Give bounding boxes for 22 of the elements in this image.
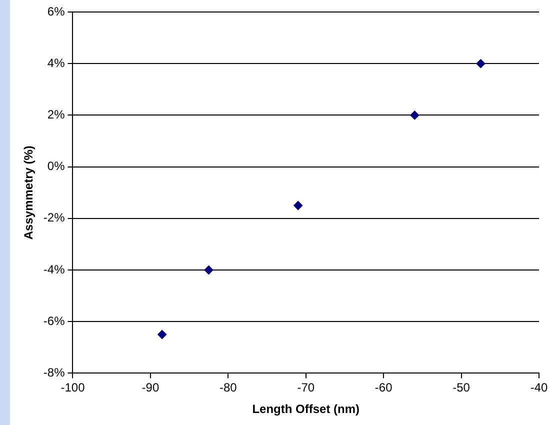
y-tick-label: 0% [47, 159, 66, 174]
x-tick-label: -50 [452, 380, 470, 395]
point [204, 266, 214, 274]
x-tick-label: -70 [297, 380, 315, 395]
point [476, 59, 486, 68]
y-tick-label: -4% [43, 262, 66, 276]
y-tick-label: 2% [47, 108, 66, 122]
x-tick-label: -90 [142, 380, 160, 395]
y-tick-label: -2% [43, 210, 66, 225]
y-tick-label: -6% [43, 314, 66, 328]
point [158, 330, 167, 339]
point [294, 201, 303, 210]
y-axis-title: Assymmetry (%) [22, 146, 36, 240]
x-tick-label: -60 [374, 380, 393, 395]
x-tick-label: -40 [530, 380, 548, 395]
x-tick-label: -80 [219, 380, 238, 395]
y-tick-label: -8% [43, 366, 66, 380]
x-tick-label: -100 [60, 380, 86, 395]
x-axis-title: Length Offset (nm) [252, 402, 360, 416]
y-tick-label: 6% [47, 4, 66, 18]
point [410, 110, 420, 120]
y-tick-label: 4% [47, 56, 66, 70]
